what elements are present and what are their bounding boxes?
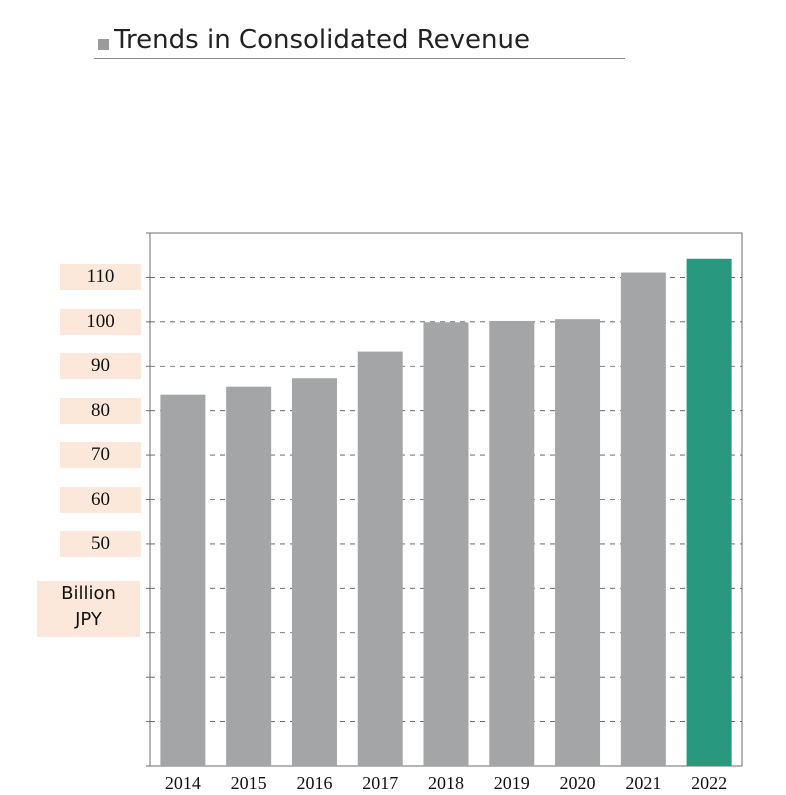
x-tick-label: 2015 (231, 773, 267, 793)
bar-2015 (226, 386, 272, 766)
bar-2019 (489, 320, 535, 766)
x-tick-label: 2017 (362, 773, 398, 793)
bullet-square-icon (98, 39, 109, 50)
x-tick-label: 2021 (625, 773, 661, 793)
y-tick-label: 50 (60, 530, 141, 557)
bar-2018 (423, 322, 469, 766)
x-tick-label: 2020 (560, 773, 596, 793)
bar-2022 (686, 258, 732, 766)
x-tick-label: 2014 (165, 773, 201, 793)
chart-title: Trends in Consolidated Revenue (114, 25, 530, 55)
y-tick-label: 110 (60, 264, 141, 291)
x-tick-label: 2016 (296, 773, 332, 793)
bar-2020 (555, 319, 601, 766)
unit-label: Billion JPY (37, 581, 140, 637)
x-tick-label: 2018 (428, 773, 464, 793)
bar-2021 (620, 272, 666, 766)
bar-2017 (357, 351, 403, 766)
unit-label-line2: JPY (75, 609, 102, 630)
bar-2016 (291, 378, 337, 766)
y-tick-label: 90 (60, 353, 141, 380)
y-tick-label: 70 (60, 442, 141, 469)
x-tick-label: 2022 (691, 773, 727, 793)
y-tick-label: 100 (60, 308, 141, 335)
bar-2014 (160, 394, 206, 766)
y-tick-label: 80 (60, 397, 141, 424)
chart-title-bar: Trends in Consolidated Revenue (94, 22, 625, 59)
x-tick-label: 2019 (494, 773, 530, 793)
y-tick-label: 60 (60, 486, 141, 513)
unit-label-line1: Billion (61, 583, 116, 604)
